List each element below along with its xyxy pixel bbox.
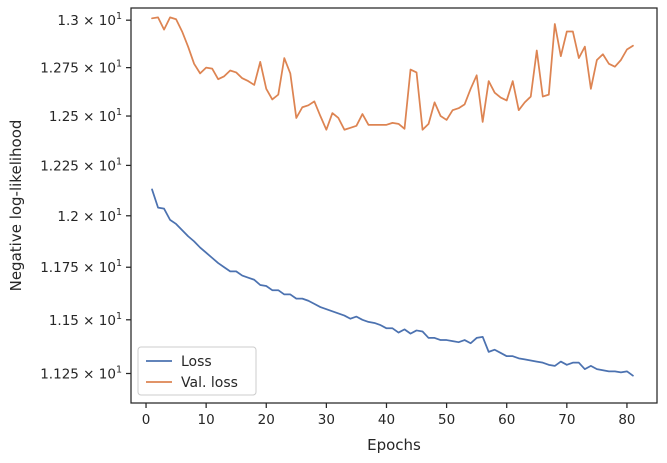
legend-box [137, 346, 257, 396]
x-tick-label: 0 [142, 412, 151, 428]
y-tick-label: 1.175 × 101 [40, 258, 122, 276]
axes-layer: 0 10 20 30 40 50 60 70 80 1.125 × 101 1.15 × 101 1.… [40, 7, 658, 428]
plot-frame [130, 7, 658, 404]
legend-label: Loss [181, 354, 212, 370]
y-tick-label: 1.225 × 101 [40, 156, 122, 174]
x-tick-label: 40 [378, 412, 395, 428]
y-tick-label: 1.2 × 101 [57, 207, 122, 225]
x-tick-label: 30 [318, 412, 335, 428]
x-axis-label: Epochs [367, 436, 421, 454]
series-layer [151, 16, 634, 377]
x-tick-label: 70 [558, 412, 575, 428]
y-tick-label: 1.15 × 101 [49, 311, 122, 329]
x-tick-label: 50 [438, 412, 455, 428]
y-tick-label: 1.25 × 101 [49, 107, 122, 125]
series-line-val-loss [151, 16, 634, 131]
legend: Loss Val. loss [137, 346, 257, 396]
x-tick-label: 60 [498, 412, 515, 428]
x-tick-label: 80 [618, 412, 635, 428]
y-axis-label: Negative log-likelihood [7, 120, 25, 292]
y-tick-label: 1.275 × 101 [40, 59, 122, 77]
legend-label: Val. loss [181, 375, 238, 391]
y-tick-label: 1.3 × 101 [57, 11, 122, 29]
x-tick-label: 10 [198, 412, 215, 428]
x-tick-label: 20 [258, 412, 275, 428]
y-tick-label: 1.125 × 101 [40, 364, 122, 382]
series-line-loss [151, 188, 634, 377]
